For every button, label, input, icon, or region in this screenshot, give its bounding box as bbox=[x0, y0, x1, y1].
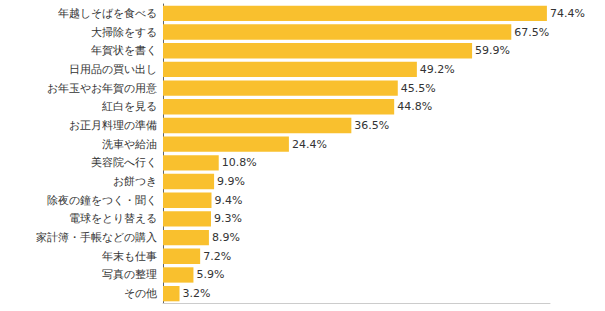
svg-text:45.5%: 45.5% bbox=[401, 82, 436, 95]
svg-text:9.4%: 9.4% bbox=[215, 194, 243, 207]
svg-text:59.9%: 59.9% bbox=[475, 44, 510, 57]
svg-text:大掃除をする: 大掃除をする bbox=[91, 26, 157, 39]
svg-text:洗車や給油: 洗車や給油 bbox=[102, 138, 157, 151]
svg-text:年越しそばを食べる: 年越しそばを食べる bbox=[58, 7, 157, 20]
svg-text:7.2%: 7.2% bbox=[203, 250, 231, 263]
svg-text:8.9%: 8.9% bbox=[212, 231, 240, 244]
svg-text:74.4%: 74.4% bbox=[550, 7, 585, 20]
svg-text:3.2%: 3.2% bbox=[183, 287, 211, 300]
svg-text:10.8%: 10.8% bbox=[222, 156, 257, 169]
svg-text:年末も仕事: 年末も仕事 bbox=[102, 250, 157, 263]
svg-text:美容院へ行く: 美容院へ行く bbox=[91, 156, 157, 169]
svg-text:年賀状を書く: 年賀状を書く bbox=[91, 44, 157, 57]
svg-text:お餅つき: お餅つき bbox=[113, 175, 157, 188]
svg-text:お正月料理の準備: お正月料理の準備 bbox=[69, 119, 157, 132]
svg-text:写真の整理: 写真の整理 bbox=[102, 268, 157, 281]
svg-text:36.5%: 36.5% bbox=[354, 119, 389, 132]
svg-text:44.8%: 44.8% bbox=[397, 100, 432, 113]
svg-text:49.2%: 49.2% bbox=[420, 63, 455, 76]
svg-text:24.4%: 24.4% bbox=[292, 138, 327, 151]
svg-text:9.3%: 9.3% bbox=[214, 212, 242, 225]
svg-text:その他: その他 bbox=[124, 287, 157, 300]
svg-text:日用品の買い出し: 日用品の買い出し bbox=[69, 63, 157, 76]
svg-text:5.9%: 5.9% bbox=[196, 268, 224, 281]
svg-text:除夜の鐘をつく・聞く: 除夜の鐘をつく・聞く bbox=[47, 194, 157, 207]
svg-text:家計簿・手帳などの購入: 家計簿・手帳などの購入 bbox=[36, 231, 157, 244]
svg-text:67.5%: 67.5% bbox=[514, 26, 549, 39]
svg-text:電球をとり替える: 電球をとり替える bbox=[69, 212, 157, 225]
svg-text:お年玉やお年賀の用意: お年玉やお年賀の用意 bbox=[47, 82, 157, 95]
svg-text:9.9%: 9.9% bbox=[217, 175, 245, 188]
svg-text:紅白を見る: 紅白を見る bbox=[102, 100, 157, 113]
